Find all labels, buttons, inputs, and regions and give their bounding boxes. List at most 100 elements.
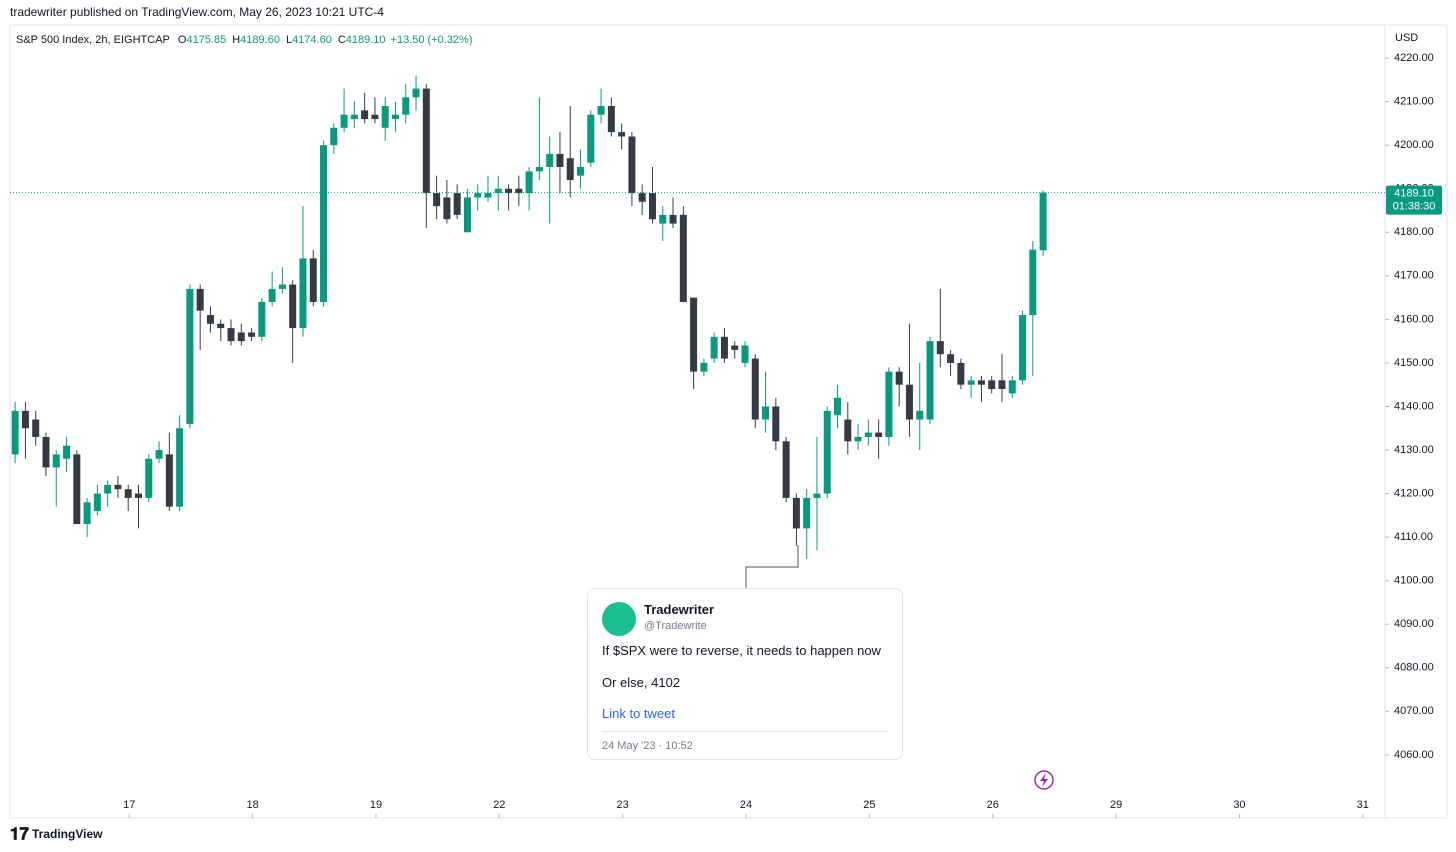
y-tick-label: 4150.00 bbox=[1394, 357, 1434, 369]
candle-body bbox=[710, 336, 718, 359]
candle-body bbox=[669, 214, 677, 224]
candle-body bbox=[330, 127, 338, 146]
logo-mark: 𝟏𝟕 bbox=[10, 824, 29, 843]
candle-body bbox=[844, 419, 852, 442]
candle-body bbox=[813, 493, 821, 498]
candle-body bbox=[1039, 192, 1047, 251]
x-tick-label: 23 bbox=[617, 799, 629, 811]
candle-body bbox=[21, 410, 29, 429]
candle-body bbox=[145, 458, 153, 498]
candle-body bbox=[474, 193, 482, 198]
candle-body bbox=[834, 397, 842, 416]
candle-body bbox=[206, 315, 214, 324]
price-label: 4189.10 bbox=[1394, 188, 1434, 200]
candle-body bbox=[957, 362, 965, 385]
candle-body bbox=[597, 105, 605, 115]
countdown: 01:38:30 bbox=[1393, 201, 1436, 213]
candle-body bbox=[905, 384, 913, 420]
candle-body bbox=[1019, 315, 1027, 381]
candle-body bbox=[998, 380, 1006, 390]
chart-frame bbox=[9, 24, 1448, 819]
candle-body bbox=[114, 484, 122, 490]
candle-body bbox=[885, 371, 893, 437]
candle-body bbox=[186, 288, 194, 424]
candle-body bbox=[556, 153, 564, 167]
candle-body bbox=[402, 97, 410, 115]
tweet-connector bbox=[745, 545, 799, 588]
candle-body bbox=[484, 193, 492, 198]
candle-body bbox=[505, 188, 513, 194]
candle-body bbox=[63, 445, 71, 459]
tweet-author: Tradewriter bbox=[644, 602, 715, 617]
candle-body bbox=[751, 358, 759, 420]
candle-body bbox=[433, 193, 441, 207]
change: +13.50 (+0.32%) bbox=[391, 34, 473, 46]
candle-body bbox=[258, 301, 266, 337]
candle-body bbox=[864, 432, 872, 437]
candle-body bbox=[1029, 249, 1037, 316]
candle-body bbox=[916, 410, 924, 420]
candle-body bbox=[309, 258, 317, 302]
event-icon[interactable] bbox=[1034, 770, 1054, 790]
x-tick-label: 29 bbox=[1110, 799, 1122, 811]
ohlc-key: O bbox=[178, 34, 187, 46]
candle-body bbox=[289, 284, 297, 329]
candle-body bbox=[196, 288, 204, 311]
ohlc-value: 4175.85 bbox=[186, 34, 226, 46]
candle-body bbox=[782, 441, 790, 498]
y-tick-label: 4200.00 bbox=[1394, 139, 1434, 151]
price-label-box bbox=[1386, 185, 1442, 215]
candle-body bbox=[73, 454, 81, 525]
currency: USD bbox=[1395, 32, 1418, 44]
candle-body bbox=[823, 410, 831, 494]
candle-body bbox=[371, 114, 379, 120]
candle-body bbox=[720, 336, 728, 359]
candle-body bbox=[340, 114, 348, 128]
tweet-text: If $SPX were to reverse, it needs to hap… bbox=[602, 643, 881, 658]
x-tick-label: 25 bbox=[863, 799, 875, 811]
footer-brand: TradingView bbox=[32, 827, 103, 841]
candle-body bbox=[792, 497, 800, 529]
candle-body bbox=[165, 454, 173, 507]
candle-body bbox=[93, 493, 101, 511]
candle-body bbox=[237, 332, 245, 342]
candle-body bbox=[32, 419, 40, 437]
candle-body bbox=[895, 371, 903, 385]
candle-body bbox=[947, 354, 955, 363]
candle-body bbox=[546, 153, 554, 167]
y-tick-label: 4130.00 bbox=[1394, 444, 1434, 456]
candle-body bbox=[515, 188, 523, 194]
candle-body bbox=[772, 406, 780, 442]
candle-body bbox=[577, 166, 585, 176]
candle-body bbox=[11, 410, 19, 455]
x-tick-label: 22 bbox=[493, 799, 505, 811]
x-tick-label: 30 bbox=[1233, 799, 1245, 811]
chart-header: S&P 500 Index, 2h, EIGHTCAP O4175.85 H4189… bbox=[16, 34, 473, 46]
x-tick-label: 17 bbox=[123, 799, 135, 811]
candle-body bbox=[412, 88, 420, 98]
candle-body bbox=[391, 114, 399, 120]
candle-body bbox=[967, 380, 975, 385]
event-icon-bolt bbox=[1040, 773, 1048, 787]
tweet-date: 24 May '23 · 10:52 bbox=[602, 740, 693, 752]
candle-body bbox=[124, 489, 132, 498]
x-tick-label: 24 bbox=[740, 799, 752, 811]
candle-body bbox=[607, 105, 615, 133]
candle-body bbox=[320, 145, 328, 302]
tweet-link[interactable]: Link to tweet bbox=[602, 706, 675, 721]
y-tick-label: 4220.00 bbox=[1394, 52, 1434, 64]
y-tick-label: 4110.00 bbox=[1394, 531, 1433, 543]
candle-body bbox=[648, 193, 656, 220]
y-tick-label: 4100.00 bbox=[1394, 575, 1434, 587]
candle-body bbox=[361, 110, 369, 120]
candle-body bbox=[83, 502, 91, 525]
candle-body bbox=[875, 432, 883, 437]
candle-body bbox=[618, 132, 626, 137]
y-tick-label: 4140.00 bbox=[1394, 400, 1434, 412]
candle-body bbox=[453, 193, 461, 215]
x-tick-label: 31 bbox=[1357, 799, 1369, 811]
candle-body bbox=[52, 454, 60, 468]
y-tick-label: 4060.00 bbox=[1394, 749, 1434, 761]
candle-body bbox=[854, 436, 862, 442]
